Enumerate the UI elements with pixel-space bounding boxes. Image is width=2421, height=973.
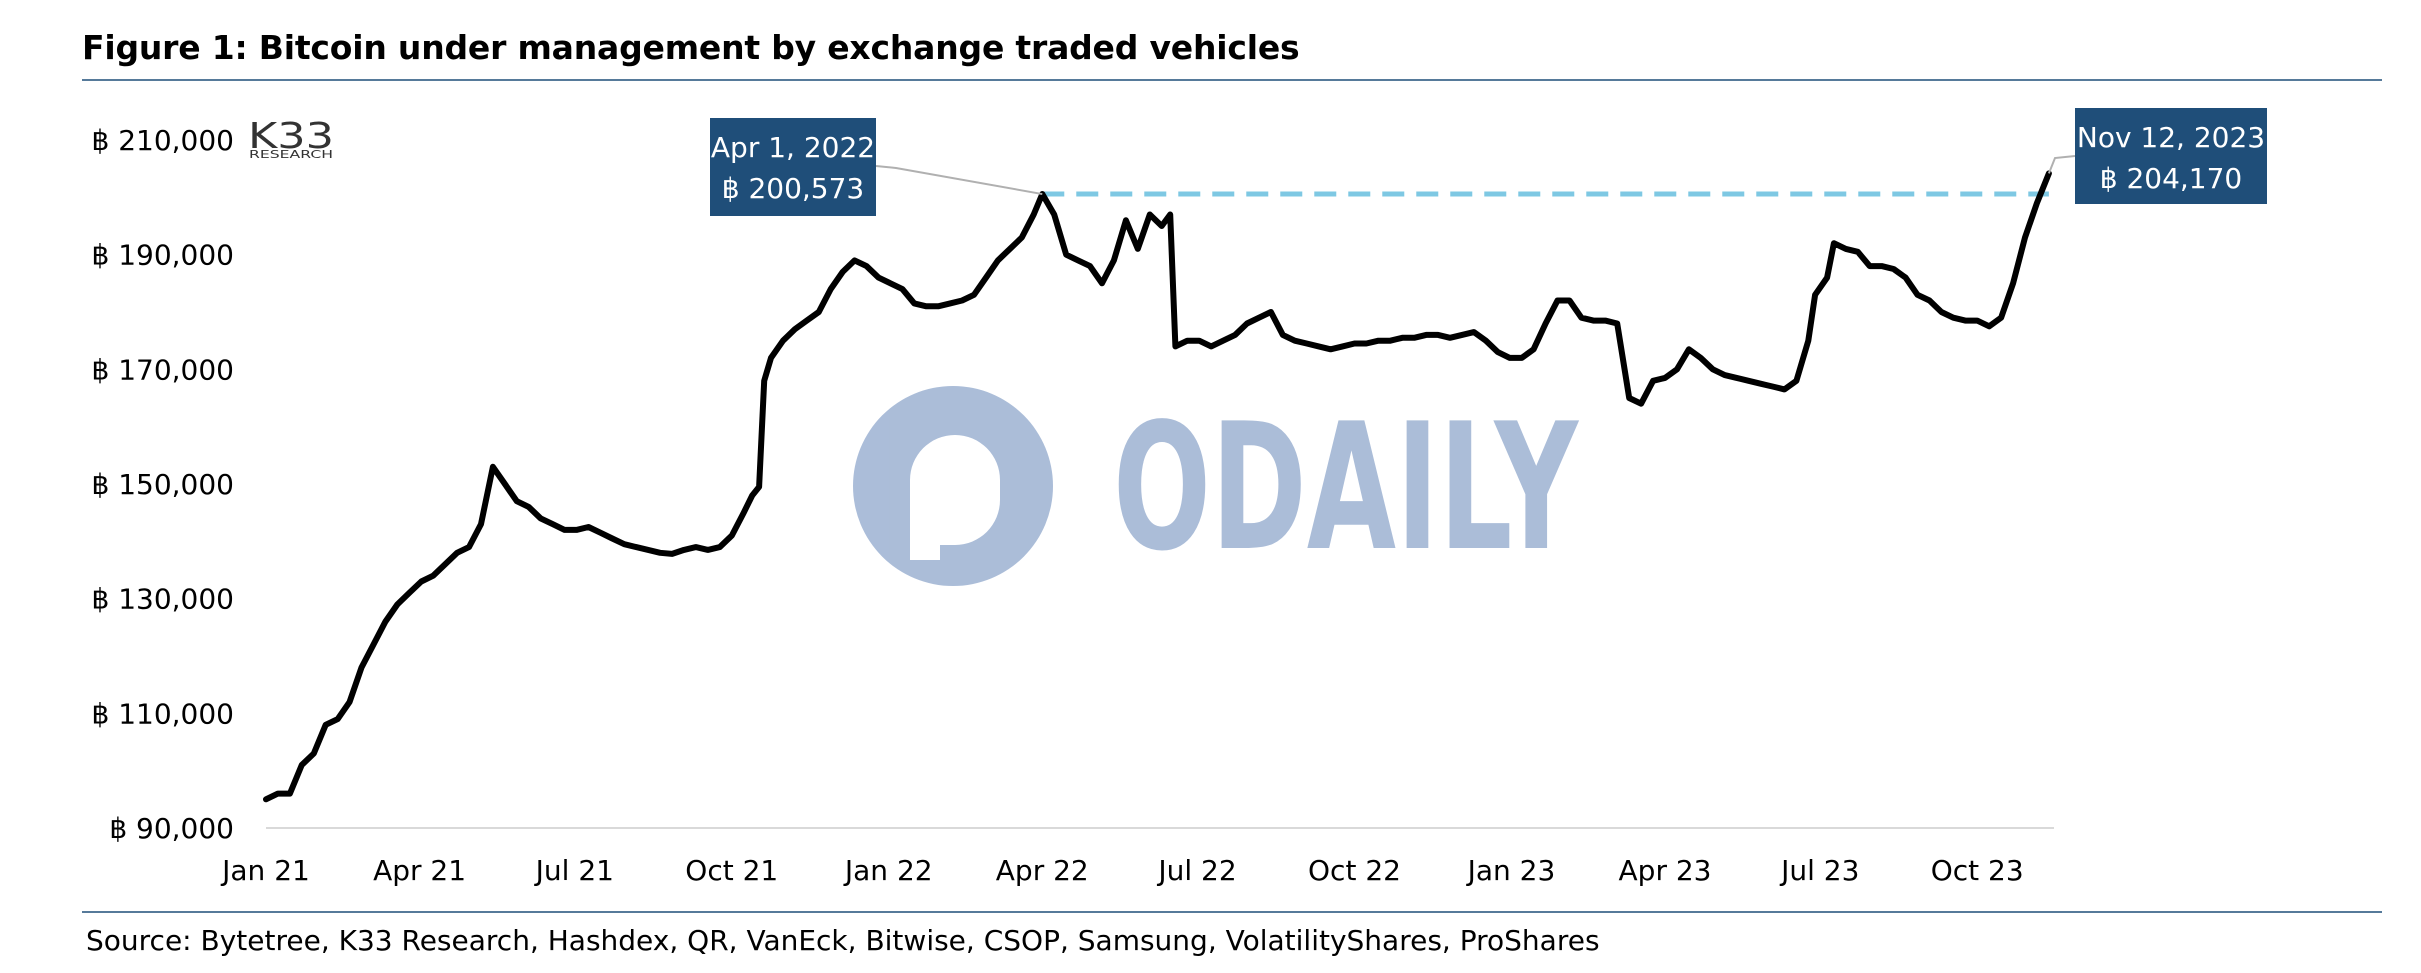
x-tick-label: Apr 21 [373,854,466,887]
callouts: Apr 1, 2022 ฿ 200,573 Nov 12, 2023 ฿ 204,17… [710,108,2267,216]
axes: ฿ 90,000 ฿ 110,000 ฿ 130,000 ฿ 150,000 ฿ 170… [91,124,2054,887]
x-tick-label: Jan 21 [220,854,310,887]
y-tick-label: ฿ 210,000 [91,124,234,157]
x-tick-label: Jan 23 [1466,854,1556,887]
callout-value: ฿ 200,573 [722,172,865,205]
x-tick-label: Oct 21 [685,854,778,887]
source-note: Source: Bytetree, K33 Research, Hashdex,… [86,924,1600,957]
callout-value: ฿ 204,170 [2100,162,2243,195]
y-tick-label: ฿ 130,000 [91,583,234,616]
watermark: ODAILY [853,386,1579,590]
x-tick-label: Oct 22 [1308,854,1401,887]
figure-title: Figure 1: Bitcoin under management by ex… [82,28,1300,67]
plot-area [263,170,2052,803]
y-tick-label: ฿ 90,000 [109,812,234,845]
x-tick-label: Jul 23 [1779,854,1859,887]
callout-leader [2047,155,2076,174]
x-tick-label: Oct 23 [1931,854,2024,887]
x-tick-label: Apr 23 [1619,854,1712,887]
x-tick-label: Jul 22 [1156,854,1236,887]
callout-date: Nov 12, 2023 [2077,121,2265,154]
y-tick-label: ฿ 190,000 [91,239,234,272]
callout-leader [875,165,1043,196]
callout-box [710,118,876,216]
logo-brand: K33 [248,116,334,157]
callout-box [2075,108,2267,204]
series-line [263,170,2052,803]
x-tick-label: Jan 22 [843,854,933,887]
logo-sub: RESEARCH [249,148,333,161]
watermark-circle-cutout [910,435,1000,560]
y-tick-label: ฿ 150,000 [91,468,234,501]
y-tick-label: ฿ 110,000 [91,697,234,730]
x-tick-label: Jul 21 [534,854,614,887]
callout-date: Apr 1, 2022 [711,131,875,164]
watermark-text: ODAILY [1113,387,1579,590]
x-tick-label: Apr 22 [996,854,1089,887]
k33-logo: K33 RESEARCH [248,116,334,161]
y-tick-label: ฿ 170,000 [91,353,234,386]
